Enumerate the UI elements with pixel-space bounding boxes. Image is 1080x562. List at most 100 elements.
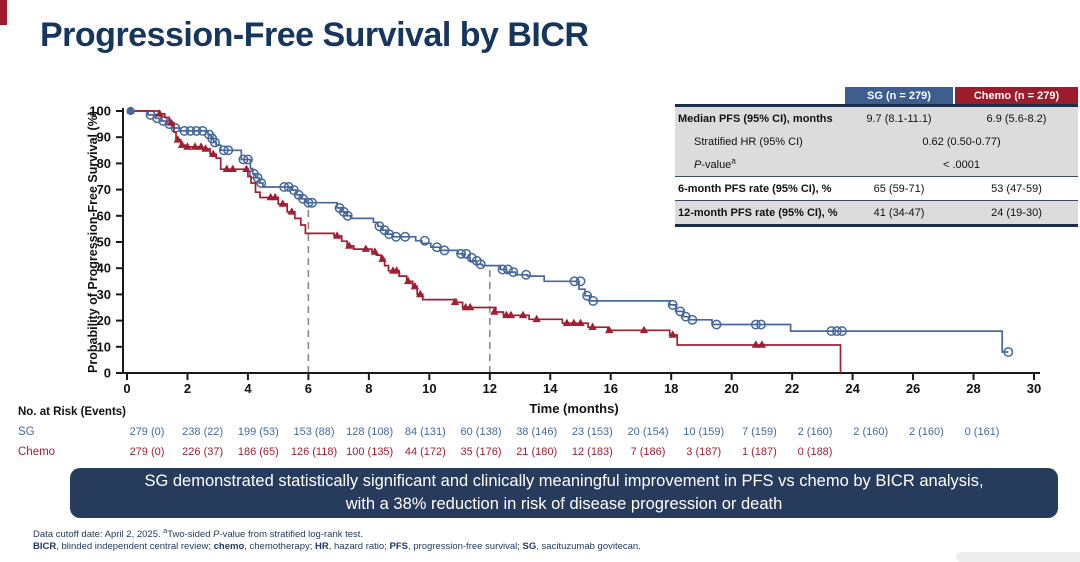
conclusion-banner: SG demonstrated statistically significan…: [70, 468, 1058, 518]
censor-mark-sg: [497, 264, 508, 275]
at-risk-value: 186 (65): [238, 446, 279, 458]
stats-row-label: 6-month PFS rate (95% CI), %: [675, 183, 845, 195]
x-tick-label: 30: [1027, 381, 1041, 396]
x-tick-label: 24: [845, 381, 860, 396]
x-tick-label: 10: [422, 381, 436, 396]
at-risk-value: 35 (176): [461, 446, 502, 458]
censor-mark-sg: [256, 178, 267, 189]
censor-mark-chemo: [361, 244, 371, 252]
censor-mark-chemo: [190, 142, 200, 150]
censor-mark-sg: [575, 276, 586, 287]
at-risk-value: 84 (131): [405, 426, 446, 438]
censor-mark-chemo: [518, 310, 528, 319]
at-risk-value: 199 (53): [238, 426, 279, 438]
stats-value-chemo: 6.9 (5.6-8.2): [986, 112, 1047, 125]
censor-mark-sg: [750, 319, 761, 330]
at-risk-value: 126 (118): [291, 446, 337, 458]
at-risk-value: 7 (159): [742, 426, 777, 438]
y-tick-label: 10: [97, 339, 111, 354]
censor-mark-chemo: [166, 118, 176, 126]
footnotes: Data cutoff date: April 2, 2025. aTwo-si…: [33, 528, 641, 553]
footnote-line-1: Data cutoff date: April 2, 2025. aTwo-si…: [33, 528, 641, 541]
censor-mark-chemo: [332, 231, 342, 239]
censor-mark-chemo: [506, 310, 516, 319]
text-fragment: SG: [522, 540, 537, 552]
text-fragment: 12-month PFS rate (95% CI), %: [678, 206, 838, 219]
censor-mark-chemo: [270, 192, 280, 201]
censor-mark-chemo: [183, 142, 192, 150]
text-fragment: Data cutoff date: April 2, 2025.: [33, 529, 164, 540]
text-fragment: PFS: [389, 540, 408, 552]
at-risk-value: 153 (88): [294, 426, 335, 438]
at-risk-value: 279 (0): [130, 426, 165, 438]
x-tick-label: 6: [305, 381, 312, 396]
text-fragment: P: [213, 529, 220, 540]
x-tick-label: 18: [664, 381, 678, 396]
footnote-line-2: BICR, blinded independent central review…: [33, 541, 641, 553]
at-risk-header: No. at Risk (Events): [18, 406, 126, 418]
text-fragment: , chemotherapy;: [244, 540, 316, 552]
stats-value-chemo: 24 (19-30): [991, 206, 1042, 219]
censor-mark-chemo: [751, 340, 761, 348]
y-tick-label: 50: [97, 235, 111, 250]
censor-mark-sg: [588, 296, 599, 306]
text-fragment: , sacituzumab govitecan.: [536, 540, 641, 552]
censor-mark-chemo: [569, 318, 579, 327]
censor-mark-sg: [303, 197, 314, 208]
stats-header-chemo: Chemo (n = 279): [955, 87, 1078, 104]
at-risk-value: 238 (22): [182, 426, 223, 438]
censor-mark-chemo: [196, 142, 206, 150]
y-tick-label: 40: [97, 261, 111, 276]
stats-value-sg: 65 (59-71): [873, 182, 925, 195]
censor-mark-chemo: [490, 307, 499, 315]
stats-row: Stratified HR (95% CI) 0.62 (0.50-0.77): [675, 130, 1078, 153]
at-risk-value: 7 (186): [631, 446, 666, 458]
censor-mark-chemo: [576, 318, 585, 327]
at-risk-value: 226 (37): [182, 446, 223, 458]
text-fragment: , hazard ratio;: [328, 540, 390, 552]
text-fragment: Median PFS (95% CI), months: [678, 112, 833, 125]
censor-mark-sg: [242, 154, 253, 165]
censor-mark-sg: [466, 252, 477, 263]
text-fragment: BICR: [33, 540, 57, 552]
at-risk-value: 20 (154): [628, 426, 669, 438]
censor-mark-sg: [400, 231, 411, 242]
censor-mark-chemo: [228, 164, 238, 172]
at-risk-value: 44 (172): [405, 446, 446, 458]
conclusion-line-1: SG demonstrated statistically significan…: [144, 472, 984, 490]
censor-mark-chemo: [757, 340, 767, 348]
stats-row-label: Median PFS (95% CI), months: [675, 113, 845, 125]
text-fragment: a: [731, 155, 736, 165]
censor-mark-chemo: [222, 164, 231, 172]
stats-table-body: Median PFS (95% CI), months 9.7 (8.1-11.1…: [675, 104, 1078, 227]
censor-mark-chemo: [392, 266, 401, 274]
page-title: Progression-Free Survival by BICR: [40, 16, 589, 54]
at-risk-value: 2 (160): [798, 426, 833, 438]
censor-mark-sg: [508, 267, 519, 278]
censor-mark-sg: [475, 259, 486, 270]
censor-mark-sg: [238, 154, 249, 165]
censor-mark-sg: [223, 145, 234, 156]
stats-table-header: SG (n = 279) Chemo (n = 279): [675, 87, 1078, 104]
x-tick-label: 4: [244, 381, 252, 396]
origin-marker-sg: [126, 106, 135, 116]
text-fragment: , blinded independent central review;: [56, 540, 214, 552]
stats-row-label: Stratified HR (95% CI): [675, 136, 845, 148]
censor-mark-sg: [179, 125, 190, 136]
stats-table: SG (n = 279) Chemo (n = 279) Median PFS …: [675, 87, 1078, 227]
conclusion-line-2: with a 38% reduction in risk of disease …: [345, 495, 783, 513]
at-risk-value: 279 (0): [130, 446, 165, 458]
at-risk-value: 128 (108): [346, 426, 393, 438]
y-tick-label: 80: [97, 156, 111, 171]
censor-mark-chemo: [155, 109, 164, 117]
x-tick-label: 16: [603, 381, 617, 396]
censor-mark-chemo: [605, 325, 614, 334]
censor-mark-sg: [831, 326, 842, 337]
stats-row: 6-month PFS rate (95% CI), % 65 (59-71) 53…: [675, 176, 1078, 200]
text-fragment: -value: [701, 158, 732, 171]
stats-header-spacer: [675, 87, 845, 104]
at-risk-value: 23 (153): [572, 426, 613, 438]
censor-mark-chemo: [173, 135, 182, 143]
stats-value-sg: 41 (34-47): [873, 206, 925, 219]
censor-mark-chemo: [450, 297, 460, 306]
